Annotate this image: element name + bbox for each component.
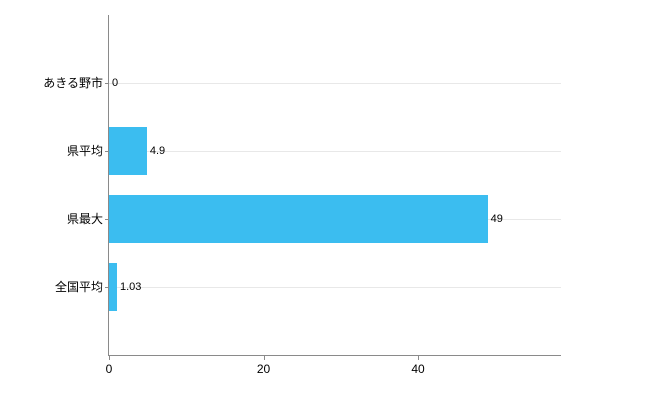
y-axis-tick: [105, 151, 109, 152]
gridline: [109, 83, 561, 84]
y-axis-tick: [105, 83, 109, 84]
plot-area: 0 あきる野市 4.9 県平均 49 県最大 1.03 全国平均 0 20 40: [43, 15, 561, 375]
gridline: [109, 151, 561, 152]
gridline: [109, 287, 561, 288]
x-tick-label-2: 40: [411, 362, 425, 376]
category-label-3: 全国平均: [54, 280, 103, 294]
value-label-3: 1.03: [119, 281, 142, 293]
category-label-1: 県平均: [66, 144, 103, 158]
value-label-2: 49: [490, 213, 503, 225]
category-label-0: あきる野市: [43, 76, 103, 90]
x-tick-label-1: 20: [256, 362, 271, 376]
x-axis-tick: [418, 355, 420, 360]
bar-1: [109, 127, 147, 175]
category-label-2: 県最大: [66, 212, 103, 226]
value-label-0: 0: [112, 77, 119, 89]
bar-2: [109, 195, 488, 243]
value-label-1: 4.9: [149, 145, 166, 157]
bar-3: [109, 263, 117, 311]
x-tick-label-0: 0: [105, 362, 113, 376]
y-axis-tick: [105, 219, 109, 220]
x-axis-tick: [109, 355, 110, 360]
y-axis-tick: [105, 287, 109, 288]
x-axis-tick: [263, 355, 265, 360]
